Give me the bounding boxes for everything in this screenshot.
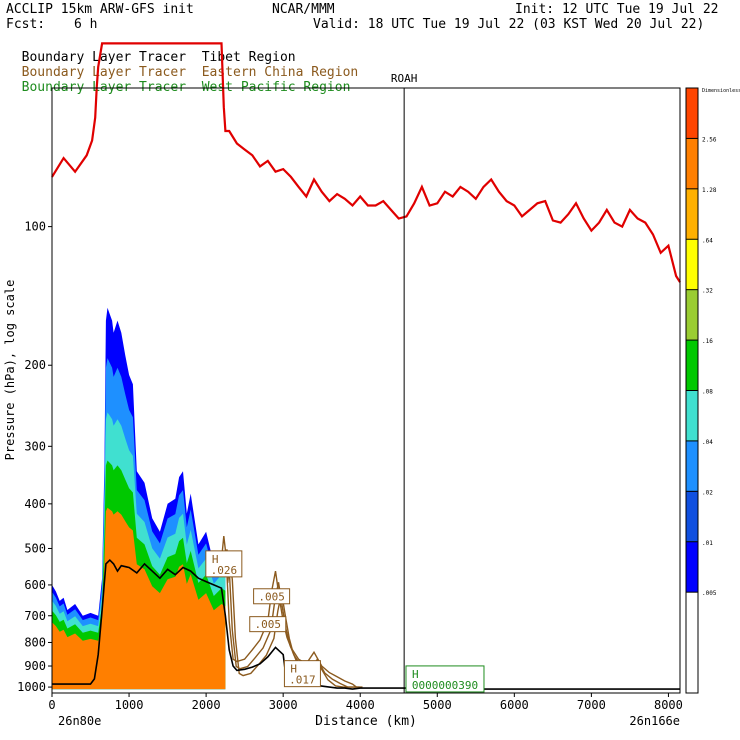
x-tick-label: 2000: [192, 698, 221, 712]
value-label-symbol: H: [212, 553, 219, 566]
value-label-value: 0000000390: [412, 679, 478, 692]
colorbar-tick-label: .08: [702, 389, 713, 396]
value-label-value: .017: [289, 674, 316, 687]
legend-entry-tibet: Boundary Layer Tracer Tibet Region: [6, 35, 296, 65]
colorbar-segment: [686, 340, 698, 391]
x-tick-label: 7000: [577, 698, 606, 712]
y-tick-label: 900: [24, 659, 46, 673]
fcst-value: 6 h: [74, 17, 98, 32]
x-tick-label: 6000: [500, 698, 529, 712]
y-tick-label: 500: [24, 541, 46, 555]
x-tick-label: 4000: [346, 698, 375, 712]
x-tick-label: 8000: [654, 698, 683, 712]
y-tick-label: 800: [24, 635, 46, 649]
colorbar-segment: [686, 188, 698, 240]
colorbar-tick-label: .02: [702, 489, 713, 496]
y-tick-label: 100: [24, 220, 46, 234]
colorbar-segment: [686, 541, 698, 593]
colorbar-segment: [686, 592, 698, 643]
fcst-label: Fcst:: [6, 17, 46, 32]
colorbar-tick-label: .64: [702, 237, 713, 244]
x-tick-label: 5000: [423, 698, 452, 712]
colorbar-tick-label: .01: [702, 540, 713, 547]
value-label-box: [205, 550, 243, 578]
east-china-tracer-line-1: [223, 549, 360, 688]
terrain-line: [52, 558, 680, 690]
value-label-box: [249, 616, 287, 633]
colorbar-tick-label: .16: [702, 338, 713, 345]
y-tick-label: 600: [24, 578, 46, 592]
colorbar-segment: [686, 390, 698, 441]
colorbar-segment: [686, 88, 698, 139]
colorbar-tick-label: 2.56: [702, 136, 717, 143]
colorbar-segment: [686, 491, 698, 542]
left-endpoint-label: 26n80e: [58, 714, 101, 728]
colorbar-tick-label: 1.28: [702, 187, 717, 194]
colorbar-tick-label: .04: [702, 439, 713, 446]
value-label-value: .005: [255, 618, 282, 631]
legend-entry-eastern-china: Boundary Layer Tracer Eastern China Regi…: [6, 50, 359, 80]
org-label: NCAR/MMM: [272, 2, 335, 17]
colorbar-segment: [686, 440, 698, 492]
value-label-value: .005: [258, 590, 285, 603]
y-tick-label: 700: [24, 609, 46, 623]
plot-frame: [51, 87, 681, 694]
red-line: [51, 42, 681, 283]
y-tick-label: 400: [24, 497, 46, 511]
init-time: Init: 12 UTC Tue 19 Jul 22: [515, 2, 719, 17]
value-label-box: [253, 588, 291, 605]
y-tick-label: 200: [24, 358, 46, 372]
colorbar-segment: [686, 289, 698, 341]
tibet-tracer-layer-4: [52, 507, 226, 690]
colorbar-tick-label: .32: [702, 288, 713, 295]
colorbar-segment: [686, 239, 698, 290]
value-label-symbol: H: [412, 668, 419, 681]
value-label-value: .026: [211, 564, 238, 577]
colorbar-segment: [686, 642, 698, 693]
value-label-box: [405, 665, 485, 693]
legend-name: Boundary Layer Tracer: [21, 50, 187, 65]
right-endpoint-label: 26n166e: [629, 714, 680, 728]
value-label-box: [283, 660, 321, 688]
x-tick-label: 3000: [269, 698, 298, 712]
x-tick-label: 0: [48, 698, 55, 712]
legend-name: Boundary Layer Tracer: [21, 65, 187, 80]
legend-region: Eastern China Region: [201, 65, 359, 80]
model-title: ACCLIP 15km ARW-GFS init: [6, 2, 194, 17]
valid-time: Valid: 18 UTC Tue 19 Jul 22 (03 KST Wed …: [313, 17, 705, 32]
value-label-symbol: H: [290, 663, 297, 676]
y-tick-label: 300: [24, 439, 46, 453]
y-tick-label: 1000: [17, 680, 46, 694]
x-tick-label: 1000: [115, 698, 144, 712]
colorbar-segment: [686, 138, 698, 189]
y-axis-label: Pressure (hPa), log scale: [3, 280, 17, 461]
marker-label: ROAH: [391, 72, 418, 85]
colorbar-tick-label: .005: [702, 590, 717, 597]
colorbar-top-label: Dimensionless: [702, 88, 740, 94]
x-axis-label: Distance (km): [315, 714, 417, 729]
